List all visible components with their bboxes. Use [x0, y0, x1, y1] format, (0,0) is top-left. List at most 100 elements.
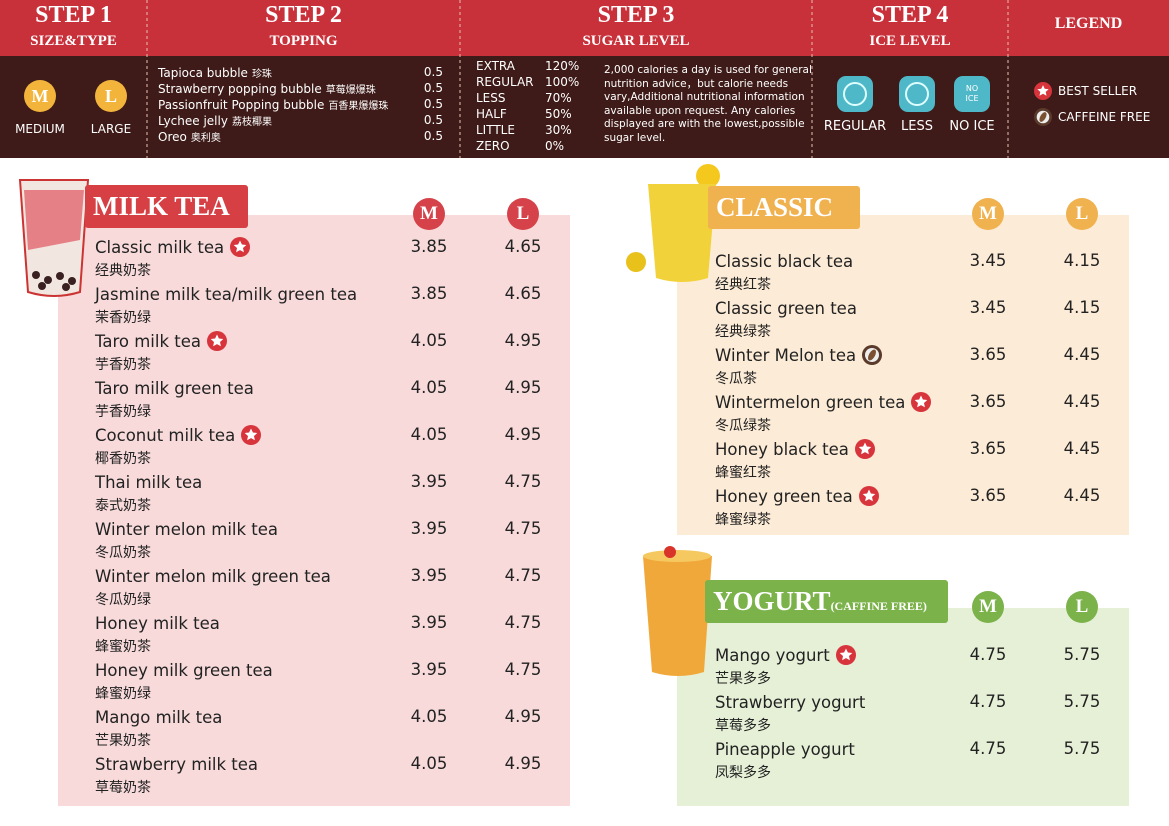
price-l: 4.15 — [1063, 298, 1101, 317]
ice-label: REGULAR — [823, 119, 887, 134]
price-l: 4.75 — [504, 613, 542, 632]
best-seller-icon — [241, 425, 262, 445]
best-seller-icon — [911, 392, 932, 412]
item-name: Classic green tea — [715, 298, 857, 318]
item-name-row: Classic green tea — [715, 297, 857, 319]
topping-name: Lychee jelly — [158, 114, 228, 128]
sugar-percent: 100% — [545, 75, 580, 89]
ice-label: NO ICE — [949, 119, 995, 134]
item-name-row: Coconut milk tea — [95, 424, 262, 446]
item-name-row: Thai milk tea — [95, 471, 202, 493]
price-l: 4.75 — [504, 660, 542, 679]
price-l: 4.15 — [1063, 251, 1101, 270]
ice-icon: NO ICE — [954, 76, 990, 112]
step-subtitle: SIZE&TYPE — [30, 33, 117, 49]
header-top — [0, 0, 1169, 56]
item-name-row: Winter melon milk tea — [95, 518, 278, 540]
item-name-row: Pineapple yogurt — [715, 738, 855, 760]
topping-price: 0.5 — [423, 65, 443, 79]
topping-row: Oreo 奥利奥 — [158, 129, 221, 144]
best-seller-icon — [1034, 82, 1052, 100]
item-chinese: 椰香奶茶 — [95, 451, 151, 467]
price-m: 4.05 — [410, 378, 448, 397]
price-m: 4.05 — [410, 754, 448, 773]
sugar-percent: 70% — [545, 91, 572, 105]
price-l: 4.95 — [504, 378, 542, 397]
sugar-percent: 30% — [545, 123, 572, 137]
size-circle: M — [24, 80, 56, 112]
topping-chinese: 奥利奥 — [190, 133, 221, 144]
price-m: 4.75 — [969, 692, 1007, 711]
item-chinese: 冬瓜奶绿 — [95, 592, 151, 608]
price-l: 5.75 — [1063, 645, 1101, 664]
price-l: 4.95 — [504, 425, 542, 444]
price-l: 4.45 — [1063, 486, 1101, 505]
item-chinese: 蜂蜜红茶 — [715, 465, 771, 481]
price-l: 4.65 — [504, 284, 542, 303]
item-chinese: 凤梨多多 — [715, 765, 771, 781]
price-l: 4.95 — [504, 754, 542, 773]
caffeine-free-icon — [862, 345, 883, 365]
price-m: 3.65 — [969, 345, 1007, 364]
step-subtitle: SUGAR LEVEL — [582, 33, 690, 49]
item-name: Mango yogurt — [715, 645, 830, 665]
size-header: M — [413, 198, 445, 230]
topping-price: 0.5 — [423, 129, 443, 143]
item-name: Mango milk tea — [95, 707, 223, 727]
item-chinese: 芋香奶茶 — [95, 357, 151, 373]
topping-price: 0.5 — [423, 81, 443, 95]
item-name: Honey green tea — [715, 486, 853, 506]
price-m: 3.65 — [969, 439, 1007, 458]
price-m: 3.45 — [969, 298, 1007, 317]
step-title: STEP 4 — [871, 2, 949, 28]
item-chinese: 茉香奶绿 — [95, 310, 151, 326]
topping-name: Passionfruit Popping bubble — [158, 98, 325, 112]
section-title-text: YOGURT — [713, 586, 831, 616]
step-subtitle: ICE LEVEL — [869, 33, 951, 49]
item-chinese: 冬瓜茶 — [715, 371, 757, 387]
item-chinese: 泰式奶茶 — [95, 498, 151, 514]
item-name-row: Classic black tea — [715, 250, 853, 272]
step-subtitle: TOPPING — [269, 33, 338, 49]
sugar-note: 2,000 calories a day is used for general… — [604, 64, 812, 144]
topping-row: Lychee jelly 荔枝椰果 — [158, 113, 272, 128]
best-seller-icon — [835, 645, 856, 665]
price-l: 4.45 — [1063, 439, 1101, 458]
section-subtitle: (CAFFINE FREE) — [830, 599, 927, 613]
topping-row: Tapioca bubble 珍珠 — [158, 65, 272, 80]
topping-chinese: 草莓爆爆珠 — [325, 85, 376, 96]
item-name-row: Honey milk tea — [95, 612, 220, 634]
size-label: LARGE — [90, 122, 132, 136]
legend-label: BEST SELLER — [1058, 84, 1138, 98]
topping-name: Tapioca bubble — [158, 66, 248, 80]
price-l: 4.95 — [504, 331, 542, 350]
topping-chinese: 荔枝椰果 — [231, 117, 272, 128]
sugar-name: REGULAR — [476, 75, 534, 89]
item-name: Winter melon milk green tea — [95, 566, 331, 586]
section-title-text: MILK TEA — [93, 191, 230, 221]
item-name-row: Honey black tea — [715, 438, 875, 460]
item-chinese: 经典奶茶 — [95, 263, 151, 279]
item-name: Taro milk tea — [95, 331, 201, 351]
price-m: 3.65 — [969, 486, 1007, 505]
ice-icon — [899, 76, 935, 112]
item-name: Jasmine milk tea/milk green tea — [95, 284, 358, 304]
size-header: L — [1066, 198, 1098, 230]
item-name-row: Taro milk tea — [95, 330, 227, 352]
item-name: Honey milk tea — [95, 613, 220, 633]
price-m: 3.95 — [410, 472, 448, 491]
item-name-row: Strawberry milk tea — [95, 753, 258, 775]
sugar-name: HALF — [476, 107, 507, 121]
price-l: 4.75 — [504, 566, 542, 585]
ice-cube — [843, 82, 867, 106]
topping-chinese: 珍珠 — [251, 69, 272, 80]
item-chinese: 经典绿茶 — [715, 324, 771, 340]
ice-icon — [837, 76, 873, 112]
price-l: 4.65 — [504, 237, 542, 256]
price-l: 5.75 — [1063, 739, 1101, 758]
item-name-row: Winter Melon tea — [715, 344, 883, 366]
size-header: L — [1066, 591, 1098, 623]
item-chinese: 草莓多多 — [715, 718, 771, 734]
item-name-row: Taro milk green tea — [95, 377, 254, 399]
